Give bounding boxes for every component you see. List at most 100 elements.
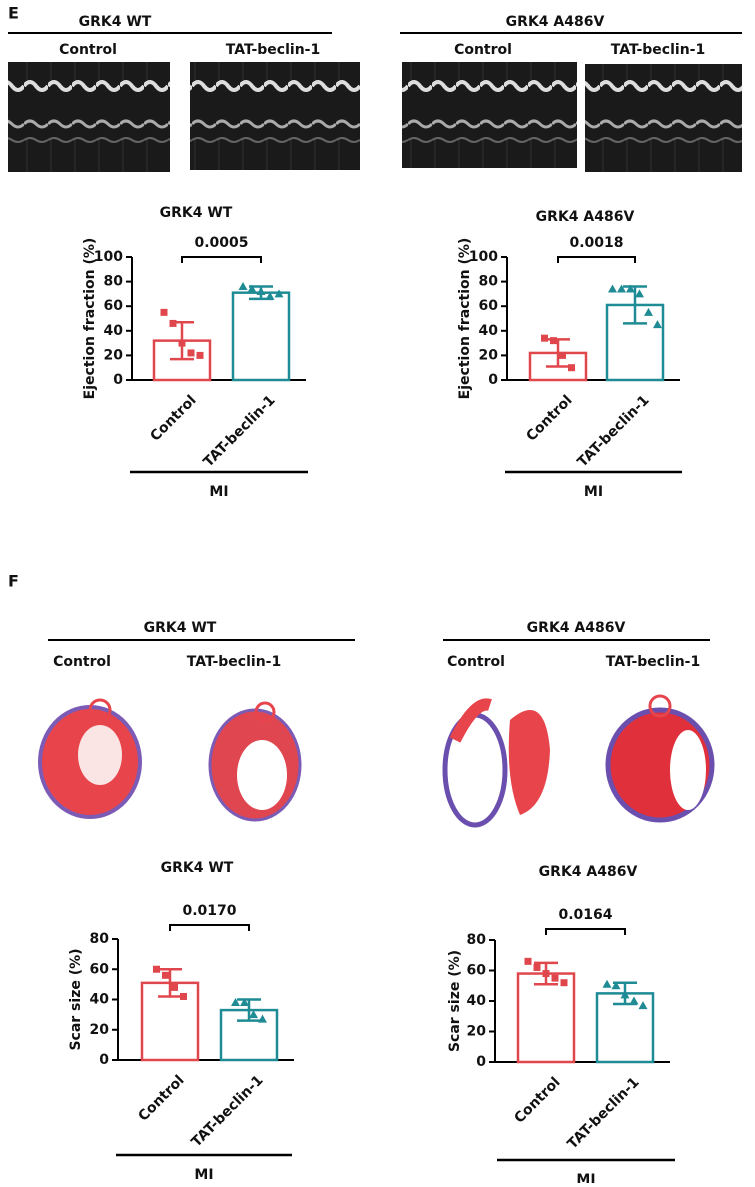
data-point	[247, 284, 257, 293]
y-tick-label: 40	[90, 992, 110, 1008]
data-point	[542, 970, 550, 978]
data-point	[153, 965, 160, 973]
y-tick-label: 0	[99, 1052, 109, 1068]
p-value: 0.0170	[182, 903, 236, 919]
y-tick-label: 80	[90, 931, 110, 947]
heart-section	[38, 698, 142, 819]
data-point	[187, 349, 195, 357]
data-point	[265, 291, 275, 300]
y-axis-label: Scar size (%)	[68, 948, 84, 1050]
data-point	[258, 1014, 267, 1023]
data-point	[608, 284, 617, 293]
group-title: GRK4 A486V	[506, 14, 605, 30]
panel-label: F	[8, 572, 19, 591]
x-tick-label: TAT-beclin-1	[575, 392, 653, 470]
condition: Control	[53, 654, 111, 670]
condition: Control	[454, 42, 512, 58]
y-tick-label: 0	[113, 372, 123, 388]
echo-image	[585, 64, 742, 172]
significance-bracket	[545, 928, 626, 935]
y-tick-label: 100	[94, 249, 123, 265]
data-point	[524, 957, 532, 965]
y-tick-label: 60	[467, 963, 487, 979]
echo-image	[190, 62, 360, 170]
y-tick-label: 40	[104, 323, 124, 339]
group-title: GRK4 WT	[79, 14, 152, 30]
y-tick-label: 80	[104, 274, 124, 290]
data-point	[180, 992, 187, 1000]
y-tick-label: 40	[467, 993, 487, 1009]
data-point	[617, 284, 626, 293]
p-value: 0.0164	[558, 907, 612, 923]
bar	[231, 291, 291, 382]
group-label: MI	[584, 484, 603, 500]
x-tick-label: Control	[135, 1072, 187, 1124]
data-point	[178, 339, 186, 347]
x-tick-label: TAT-beclin-1	[565, 1074, 643, 1152]
condition: TAT-beclin-1	[226, 42, 320, 58]
x-tick-label: Control	[147, 392, 199, 444]
group-title: GRK4 WT	[144, 620, 217, 636]
data-point	[160, 308, 168, 316]
y-tick-label: 60	[104, 298, 124, 314]
data-point	[635, 289, 644, 298]
data-point	[653, 320, 662, 329]
data-point	[256, 286, 266, 295]
echo-image	[402, 62, 577, 168]
y-tick-label: 20	[90, 1022, 110, 1038]
chart-title: GRK4 WT	[161, 860, 234, 876]
chart-title: GRK4 WT	[160, 205, 233, 221]
condition: TAT-beclin-1	[187, 654, 281, 670]
data-point	[550, 337, 557, 345]
error-bar	[158, 968, 182, 998]
data-point	[629, 996, 639, 1005]
data-point	[626, 284, 635, 293]
echo-image	[8, 62, 170, 172]
data-point	[602, 979, 612, 988]
p-value: 0.0018	[569, 235, 623, 251]
group-label: MI	[209, 484, 228, 500]
data-point	[568, 364, 575, 372]
group-label: MI	[576, 1172, 595, 1183]
condition: Control	[59, 42, 117, 58]
significance-bracket	[557, 256, 636, 263]
y-tick-label: 60	[479, 298, 499, 314]
data-point	[238, 282, 248, 291]
y-tick-label: 20	[479, 347, 499, 363]
data-point	[620, 990, 630, 999]
y-tick-label: 80	[479, 274, 499, 290]
chart-title: GRK4 A486V	[539, 864, 638, 880]
condition: TAT-beclin-1	[606, 654, 700, 670]
data-point	[274, 289, 284, 298]
significance-bracket	[169, 924, 250, 931]
condition: Control	[447, 654, 505, 670]
y-tick-label: 100	[469, 249, 498, 265]
significance-bracket	[181, 256, 262, 263]
bar	[516, 972, 576, 1064]
error-bar	[237, 998, 261, 1022]
p-value: 0.0005	[194, 235, 248, 251]
data-point	[162, 971, 169, 979]
panel-label: E	[8, 4, 19, 23]
y-tick-label: 20	[104, 347, 124, 363]
data-point	[171, 983, 178, 991]
group-label: MI	[194, 1167, 213, 1183]
data-point	[638, 1001, 648, 1010]
heart-section	[442, 698, 550, 828]
x-tick-label: Control	[523, 392, 575, 444]
group-title: GRK4 A486V	[527, 620, 626, 636]
heart-section	[605, 694, 715, 823]
y-axis-label: Ejection fraction (%)	[457, 238, 473, 400]
data-point	[559, 351, 566, 359]
chart-title: GRK4 A486V	[536, 209, 635, 225]
y-tick-label: 0	[476, 1054, 486, 1070]
y-tick-label: 0	[488, 372, 498, 388]
data-point	[249, 1010, 258, 1019]
y-tick-label: 80	[467, 932, 487, 948]
heart-section	[208, 701, 302, 822]
error-bar	[623, 285, 647, 325]
data-point	[169, 319, 177, 327]
data-point	[644, 307, 653, 316]
data-point	[551, 974, 559, 982]
